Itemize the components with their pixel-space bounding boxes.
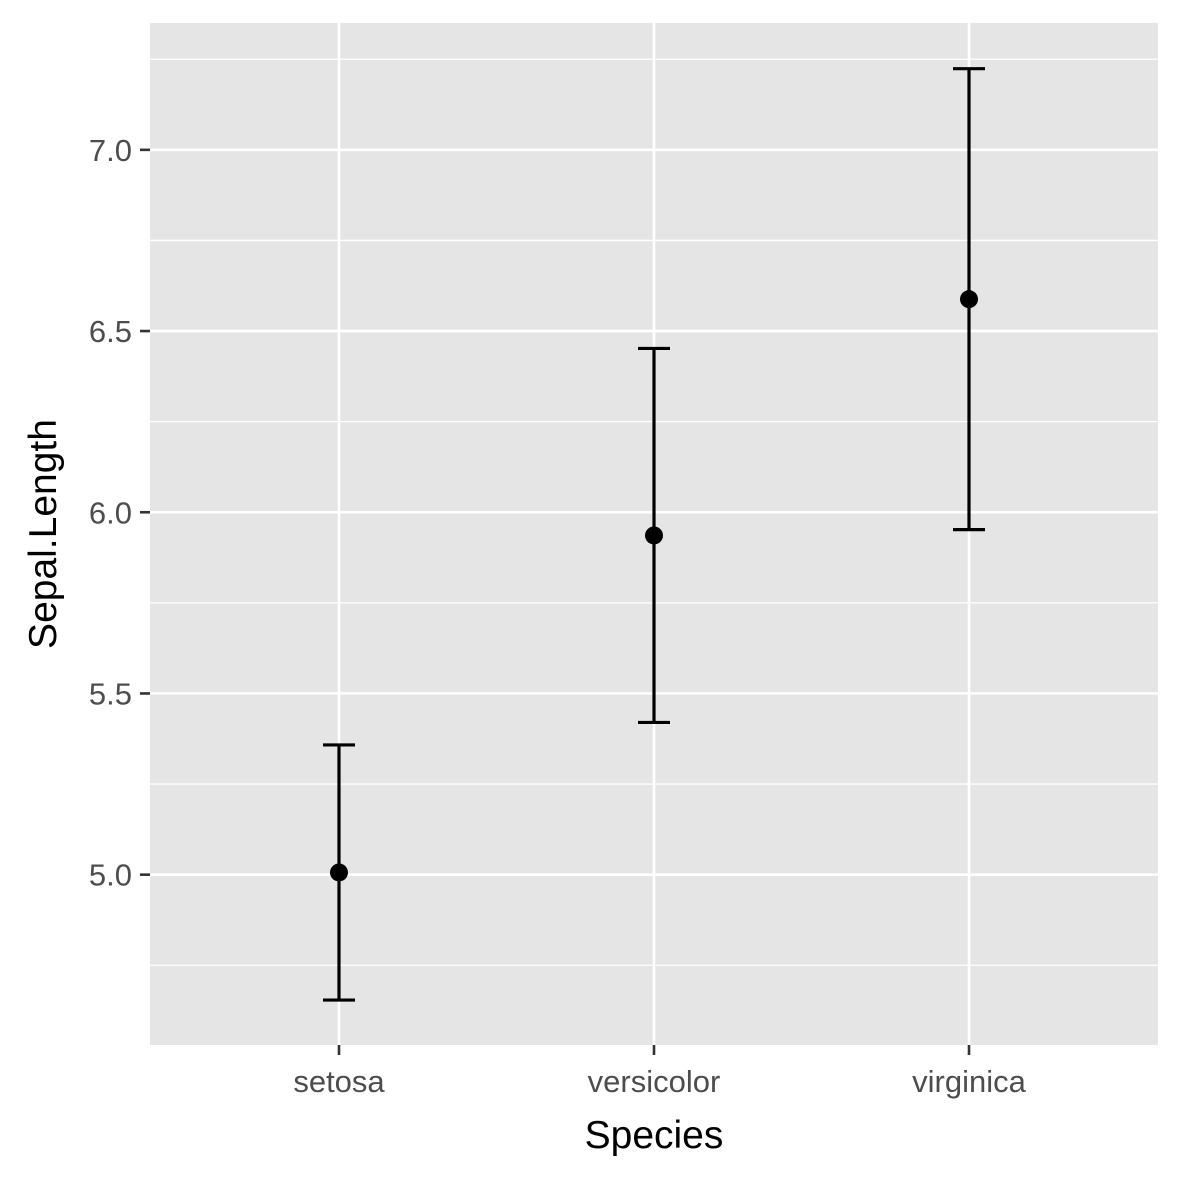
y-tick-label: 5.0 (89, 858, 132, 893)
y-tick-label: 5.5 (89, 676, 132, 711)
errorbar-versicolor (638, 346, 670, 725)
x-tick-label: setosa (293, 1064, 385, 1099)
data-marks (323, 67, 985, 1002)
errorbar-virginica (953, 67, 985, 532)
y-tick-label: 7.0 (89, 133, 132, 168)
y-axis-title: Sepal.Length (22, 419, 65, 649)
x-tick-label: versicolor (588, 1064, 721, 1099)
mean-point (330, 863, 348, 882)
mean-point (960, 290, 978, 309)
mean-point (645, 526, 663, 545)
axes: 5.0 5.5 6.0 6.5 7.0 setosa versicolor virginica (89, 133, 1027, 1099)
y-tick-label: 6.0 (89, 495, 132, 530)
x-axis-title: Species (585, 1114, 724, 1157)
x-tick-label: virginica (912, 1064, 1026, 1099)
grid-lines (150, 23, 1158, 1045)
y-tick-label: 6.5 (89, 314, 132, 349)
errorbar-setosa (323, 743, 355, 1002)
